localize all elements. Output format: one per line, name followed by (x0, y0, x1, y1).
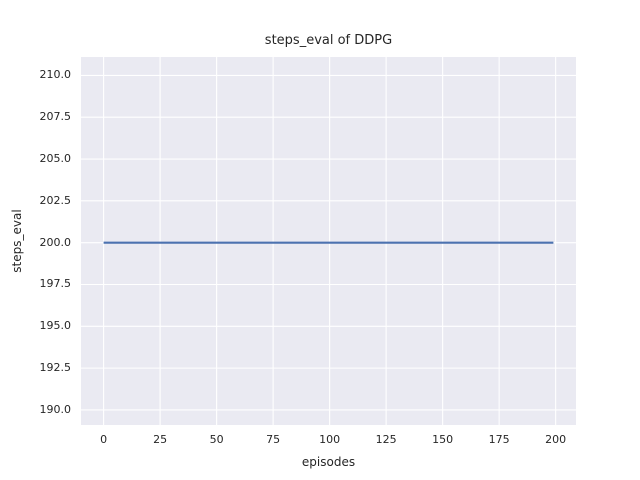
y-tick-label: 190.0 (39, 402, 72, 416)
x-axis-label: episodes (301, 455, 356, 469)
x-axis-tick-labels: 0 25 50 75 100 125 150 175 200 (0, 433, 640, 449)
y-axis-label: steps_eval (10, 209, 24, 273)
plot-canvas (81, 57, 576, 425)
y-tick-label: 207.5 (39, 110, 72, 124)
y-tick-label: 195.0 (39, 319, 72, 333)
x-tick-label: 175 (488, 433, 510, 446)
y-tick-label: 202.5 (39, 193, 72, 207)
x-tick-label: 125 (375, 433, 397, 446)
x-tick-label: 0 (100, 433, 108, 446)
x-tick-label: 75 (266, 433, 281, 446)
y-tick-label: 197.5 (39, 277, 72, 291)
x-tick-label: 50 (209, 433, 224, 446)
x-tick-label: 25 (153, 433, 168, 446)
x-tick-label: 100 (319, 433, 341, 446)
x-tick-label: 200 (545, 433, 567, 446)
y-tick-label: 210.0 (39, 68, 72, 82)
y-tick-label: 205.0 (39, 152, 72, 166)
y-tick-label: 192.5 (39, 361, 72, 375)
chart-title: steps_eval of DDPG (264, 33, 393, 48)
y-axis-tick-labels: 190.0 192.5 195.0 197.5 200.0 202.5 205.0 207.5… (0, 0, 72, 480)
plot-area (81, 57, 576, 425)
y-tick-label: 200.0 (39, 235, 72, 249)
x-tick-label: 150 (432, 433, 454, 446)
